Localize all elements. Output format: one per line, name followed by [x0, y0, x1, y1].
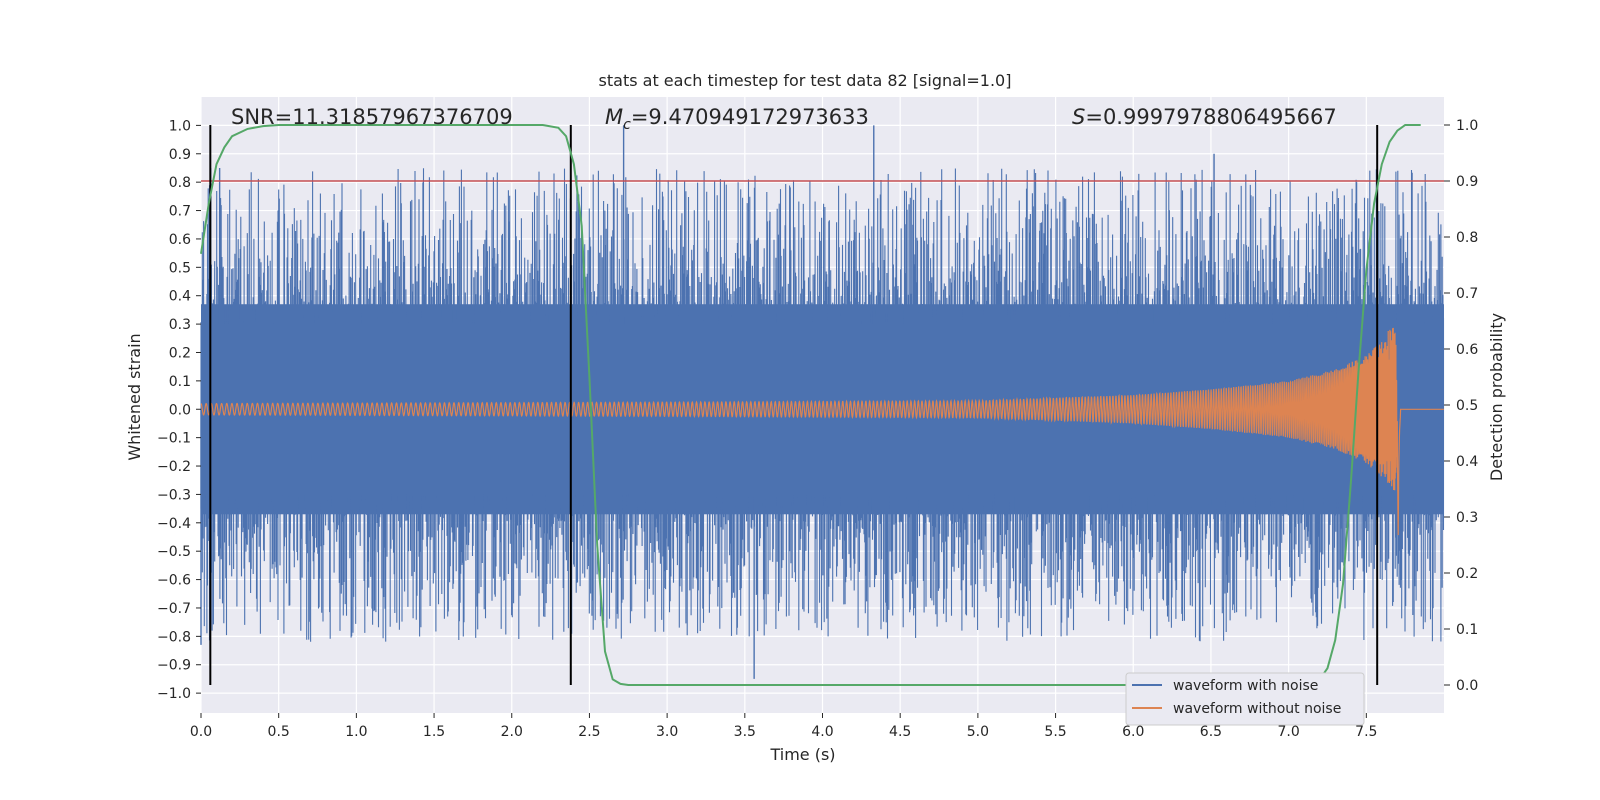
overlay-lines: [201, 125, 1444, 685]
y-tick-label: 0.6: [169, 232, 191, 248]
x-tick-label: 0.5: [268, 724, 290, 740]
legend-box: [1125, 672, 1365, 726]
chirp-mass-annotation: Mc=9.470949172973633: [605, 105, 869, 133]
y-tick-label: −0.7: [157, 601, 191, 617]
y-right-tick-label: 0.0: [1456, 678, 1478, 694]
detection-statistic-annotation: S=0.9997978806495667: [1072, 105, 1337, 129]
y-tick-labels: 1.0 0.9 0.8 0.7 0.6 0.5 0.4 0.3 0.2 0.1 0.0 −0.1 −0.…: [157, 118, 201, 702]
legend: waveform with noise waveform without noi…: [1125, 672, 1365, 726]
y-right-tick-label: 0.7: [1456, 286, 1478, 302]
y-tick-label: −0.4: [157, 516, 191, 532]
probability-trace: [200, 124, 1421, 686]
y-tick-label: −0.9: [157, 658, 191, 674]
y-tick-label: 0.9: [169, 147, 191, 163]
y-right-tick-label: 0.6: [1456, 342, 1478, 358]
y-tick-label: −0.6: [157, 573, 191, 589]
y-right-tick-labels: 1.0 0.9 0.8 0.7 0.6 0.5 0.4 0.3 0.2 0.1 0.0: [1444, 118, 1478, 694]
chart-title: stats at each timestep for test data 82 …: [599, 71, 1012, 90]
legend-label-noise: waveform with noise: [1173, 678, 1318, 694]
y-tick-label: 0.1: [169, 374, 191, 390]
clean-waveform-trace: [200, 327, 1444, 536]
y-tick-label: 0.3: [169, 317, 191, 333]
y-tick-label: −0.3: [157, 487, 191, 503]
x-tick-label: 0.0: [190, 724, 212, 740]
y-tick-label: −0.2: [157, 459, 191, 475]
y-right-tick-label: 0.4: [1456, 454, 1478, 470]
y-tick-label: −1.0: [157, 686, 191, 702]
x-tick-label: 6.0: [1122, 724, 1144, 740]
x-tick-label: 1.5: [423, 724, 445, 740]
y-right-tick-label: 0.3: [1456, 510, 1478, 526]
x-tick-label: 5.0: [967, 724, 989, 740]
x-tick-label: 4.0: [811, 724, 833, 740]
snr-annotation: SNR=11.31857967376709: [231, 105, 513, 129]
x-tick-labels: 0.0 0.5 1.0 1.5 2.0 2.5 3.0 3.5 4.0 4.5 5.0 5.5 6.0 6…: [190, 713, 1377, 740]
x-tick-label: 3.5: [734, 724, 756, 740]
x-tick-label: 7.5: [1355, 724, 1377, 740]
x-tick-label: 1.0: [345, 724, 367, 740]
y-tick-label: −0.5: [157, 544, 191, 560]
y-tick-label: 0.2: [169, 345, 191, 361]
y-right-tick-label: 0.8: [1456, 230, 1478, 246]
y-tick-label: 0.0: [169, 402, 191, 418]
y-right-tick-label: 0.5: [1456, 398, 1478, 414]
clean-waveform-series: [200, 327, 1444, 536]
y-right-tick-label: 0.1: [1456, 622, 1478, 638]
y-tick-label: 1.0: [169, 118, 191, 134]
x-tick-label: 3.0: [656, 724, 678, 740]
x-tick-label: 5.5: [1044, 724, 1066, 740]
y-right-axis-label: Detection probability: [1487, 313, 1506, 481]
y-right-tick-label: 1.0: [1456, 118, 1478, 134]
y-axis-label: Whitened strain: [125, 333, 144, 460]
y-tick-label: 0.7: [169, 204, 191, 220]
legend-label-clean: waveform without noise: [1173, 701, 1341, 717]
x-tick-label: 7.0: [1277, 724, 1299, 740]
y-tick-label: −0.1: [157, 431, 191, 447]
y-right-tick-label: 0.9: [1456, 174, 1478, 190]
x-axis-label: Time (s): [769, 745, 835, 764]
y-tick-label: 0.4: [169, 289, 191, 305]
y-tick-label: 0.8: [169, 175, 191, 191]
y-right-tick-label: 0.2: [1456, 566, 1478, 582]
probability-series: [200, 124, 1421, 686]
x-tick-label: 2.5: [578, 724, 600, 740]
y-tick-label: 0.5: [169, 260, 191, 276]
x-tick-label: 6.5: [1200, 724, 1222, 740]
x-tick-label: 4.5: [889, 724, 911, 740]
x-tick-label: 2.0: [501, 724, 523, 740]
y-tick-label: −0.8: [157, 629, 191, 645]
